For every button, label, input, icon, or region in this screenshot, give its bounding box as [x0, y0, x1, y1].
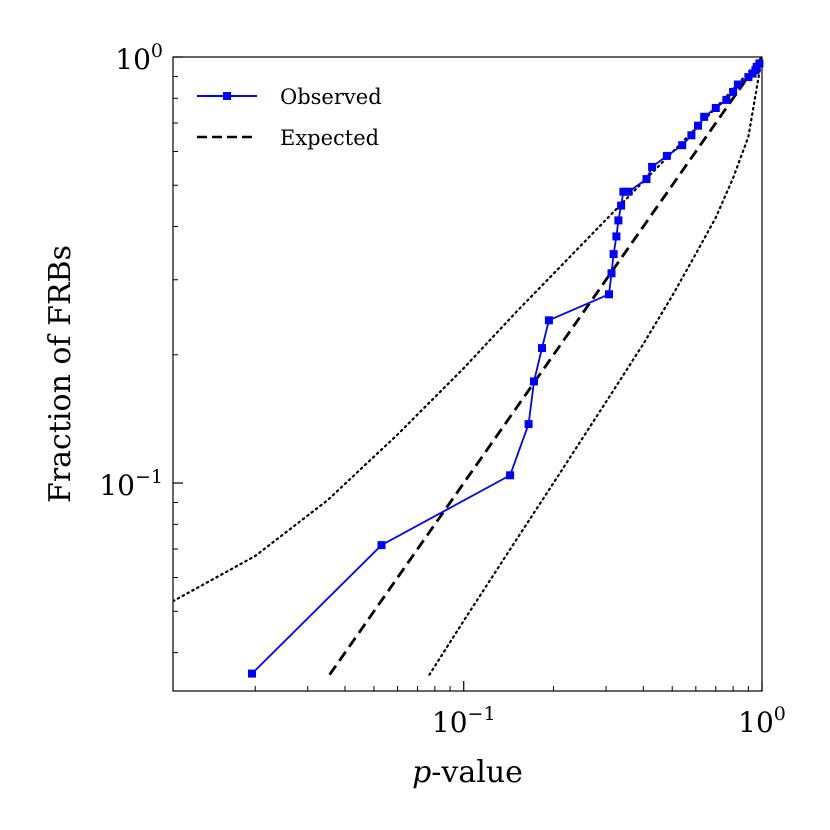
observed-line — [251, 62, 761, 675]
observed-point-14 — [624, 187, 633, 196]
observed-point-16 — [648, 162, 657, 171]
expected-line — [328, 57, 762, 676]
observed-point-7 — [605, 290, 613, 299]
observed-point-1 — [377, 541, 386, 550]
x-axis-label-italic: p — [412, 755, 431, 790]
y-axis-label: Fraction of FRBs — [43, 245, 78, 503]
observed-point-0 — [248, 669, 256, 678]
x-tick-label-0: 10−1 — [432, 703, 496, 739]
x-axis-label-rest: -value — [431, 755, 523, 790]
legend: Observed Expected — [197, 85, 382, 150]
legend-observed-label: Observed — [280, 85, 382, 109]
plot-frame — [172, 56, 763, 692]
observed-point-3 — [524, 420, 533, 429]
y-tick-label-0: 10−1 — [99, 466, 163, 502]
x-tick-label-1: 100 — [738, 703, 786, 739]
observed-point-23 — [722, 95, 731, 104]
observed-point-25 — [733, 80, 742, 89]
observed-point-8 — [607, 269, 616, 278]
observed-point-5 — [538, 344, 546, 353]
observed-point-19 — [687, 131, 696, 140]
lower-bound-line — [428, 57, 762, 676]
observed-point-22 — [711, 104, 720, 112]
x-axis-label: p-value — [412, 755, 523, 790]
observed-point-20 — [694, 121, 702, 130]
observed-point-13 — [619, 187, 628, 196]
legend-expected-label: Expected — [280, 126, 379, 150]
observed-point-10 — [612, 232, 621, 241]
observed-point-24 — [729, 87, 738, 96]
observed-point-6 — [544, 316, 553, 325]
observed-point-18 — [678, 141, 687, 150]
observed-point-17 — [662, 151, 671, 160]
observed-point-30 — [755, 59, 764, 68]
observed-point-26 — [744, 73, 753, 82]
observed-point-12 — [617, 201, 626, 210]
legend-observed-marker — [223, 92, 231, 100]
observed-point-21 — [700, 112, 709, 121]
observed-point-11 — [614, 216, 623, 225]
observed-point-2 — [506, 471, 515, 480]
observed-point-9 — [609, 250, 618, 259]
upper-bound-line — [173, 57, 762, 603]
observed-point-4 — [530, 377, 538, 386]
y-tick-label-1: 100 — [115, 40, 163, 76]
observed-point-15 — [642, 175, 651, 184]
